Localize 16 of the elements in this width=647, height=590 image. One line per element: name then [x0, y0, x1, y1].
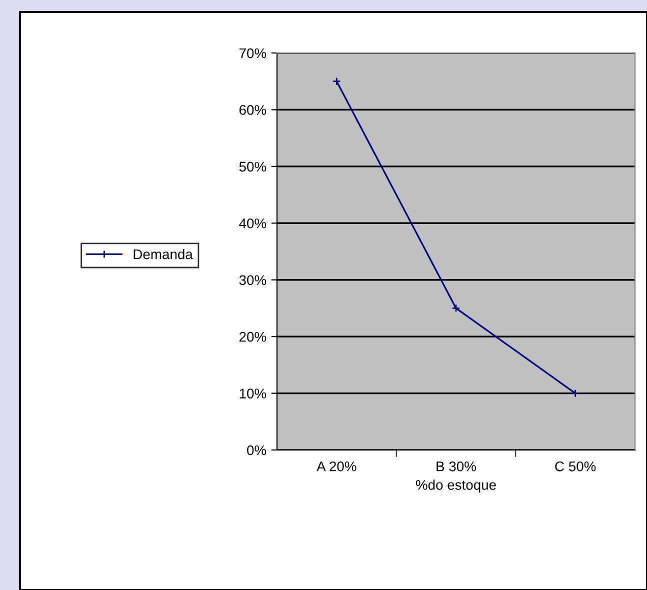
y-tick-label: 60%	[239, 105, 266, 115]
x-tick-label: B 30%	[436, 461, 476, 472]
y-tick-label: 20%	[239, 332, 266, 342]
y-tick-label: 50%	[239, 162, 266, 172]
x-axis-title: %do estoque	[416, 480, 496, 493]
x-tick-label: A 20%	[316, 461, 356, 472]
point	[452, 304, 460, 312]
point	[571, 389, 580, 398]
point	[332, 77, 341, 86]
y-tick-label: 10%	[240, 388, 266, 398]
x-tick-label: C 50%	[555, 461, 596, 472]
y-tick-label: 40%	[239, 218, 266, 228]
y-tick-label: 0%	[247, 445, 266, 456]
y-tick-label: 70%	[240, 48, 266, 58]
y-tick-label: 30%	[239, 275, 266, 286]
legend-label: Demanda	[134, 248, 193, 260]
